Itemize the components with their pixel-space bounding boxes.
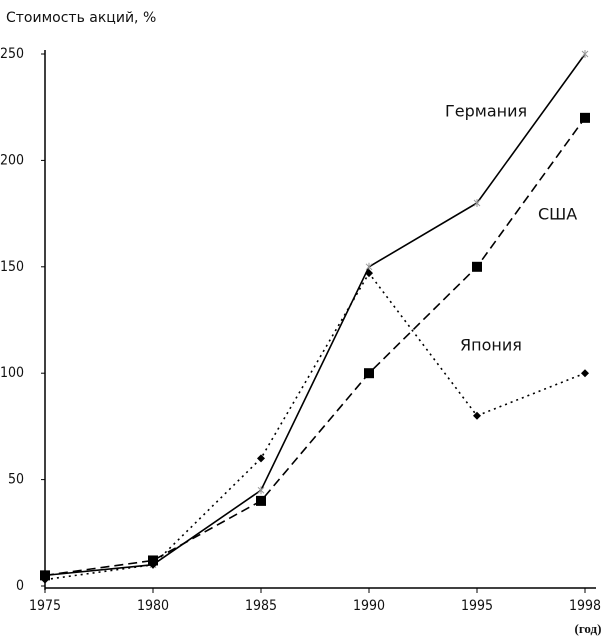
marker [149, 560, 157, 569]
marker [41, 575, 49, 584]
x-tick-label: 1990 [353, 598, 385, 614]
x-axis-unit: (год) [575, 621, 602, 636]
x-tick-label: 1980 [137, 598, 169, 614]
x-tick-label: 1998 [569, 598, 601, 614]
series-line [44, 53, 586, 577]
y-tick-label: 0 [16, 578, 24, 594]
series-label: США [538, 205, 577, 224]
series-label: Германия [445, 102, 527, 121]
marker [257, 454, 265, 463]
marker [148, 555, 158, 566]
marker [472, 261, 482, 272]
x-tick-label: 1975 [29, 598, 61, 614]
marker [40, 570, 50, 581]
marker [257, 486, 265, 495]
x-tick-label: 1995 [461, 598, 493, 614]
marker [365, 269, 373, 278]
marker [580, 112, 590, 123]
marker [581, 50, 589, 58]
marker [256, 495, 266, 506]
series-line [44, 271, 586, 581]
marker [364, 368, 374, 379]
y-tick-label: 50 [8, 472, 24, 488]
y-tick-label: 100 [0, 365, 24, 381]
x-tick-label: 1985 [245, 598, 277, 614]
chart-title: Стоимость акций, % [6, 10, 156, 26]
y-tick-label: 200 [0, 152, 24, 168]
marker [581, 369, 589, 378]
marker [473, 198, 481, 207]
series-line [44, 117, 586, 577]
series-label: Япония [460, 336, 522, 355]
y-tick-label: 250 [0, 46, 24, 62]
y-tick-label: 150 [0, 259, 24, 275]
marker [473, 411, 481, 420]
